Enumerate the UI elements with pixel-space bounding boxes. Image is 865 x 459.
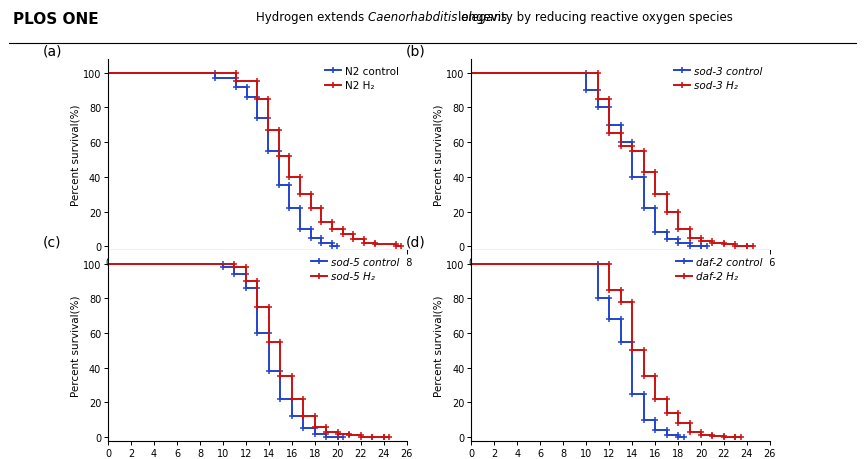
Text: Hydrogen extends: Hydrogen extends: [256, 11, 368, 24]
Legend: N2 control, N2 H₂: N2 control, N2 H₂: [324, 65, 401, 93]
Text: longevity by reducing reactive oxygen species: longevity by reducing reactive oxygen sp…: [458, 11, 733, 24]
Y-axis label: Percent survival(%): Percent survival(%): [433, 104, 444, 206]
X-axis label: age(days): age(days): [593, 270, 649, 280]
Legend: sod-3 control, sod-3 H₂: sod-3 control, sod-3 H₂: [672, 65, 765, 93]
Y-axis label: Percent survival(%): Percent survival(%): [70, 295, 80, 396]
Text: Caenorhabditis elegans: Caenorhabditis elegans: [368, 11, 507, 24]
X-axis label: age(days): age(days): [229, 270, 285, 280]
Text: (b): (b): [406, 45, 426, 58]
Y-axis label: Percent survival(%): Percent survival(%): [433, 295, 444, 396]
Text: (d): (d): [406, 235, 426, 249]
Y-axis label: Percent survival(%): Percent survival(%): [70, 104, 80, 206]
Legend: sod-5 control, sod-5 H₂: sod-5 control, sod-5 H₂: [309, 255, 401, 284]
Text: PLOS ONE: PLOS ONE: [13, 11, 99, 27]
Text: (a): (a): [42, 45, 62, 58]
Legend: daf-2 control, daf-2 H₂: daf-2 control, daf-2 H₂: [674, 255, 765, 284]
Text: (c): (c): [42, 235, 61, 249]
